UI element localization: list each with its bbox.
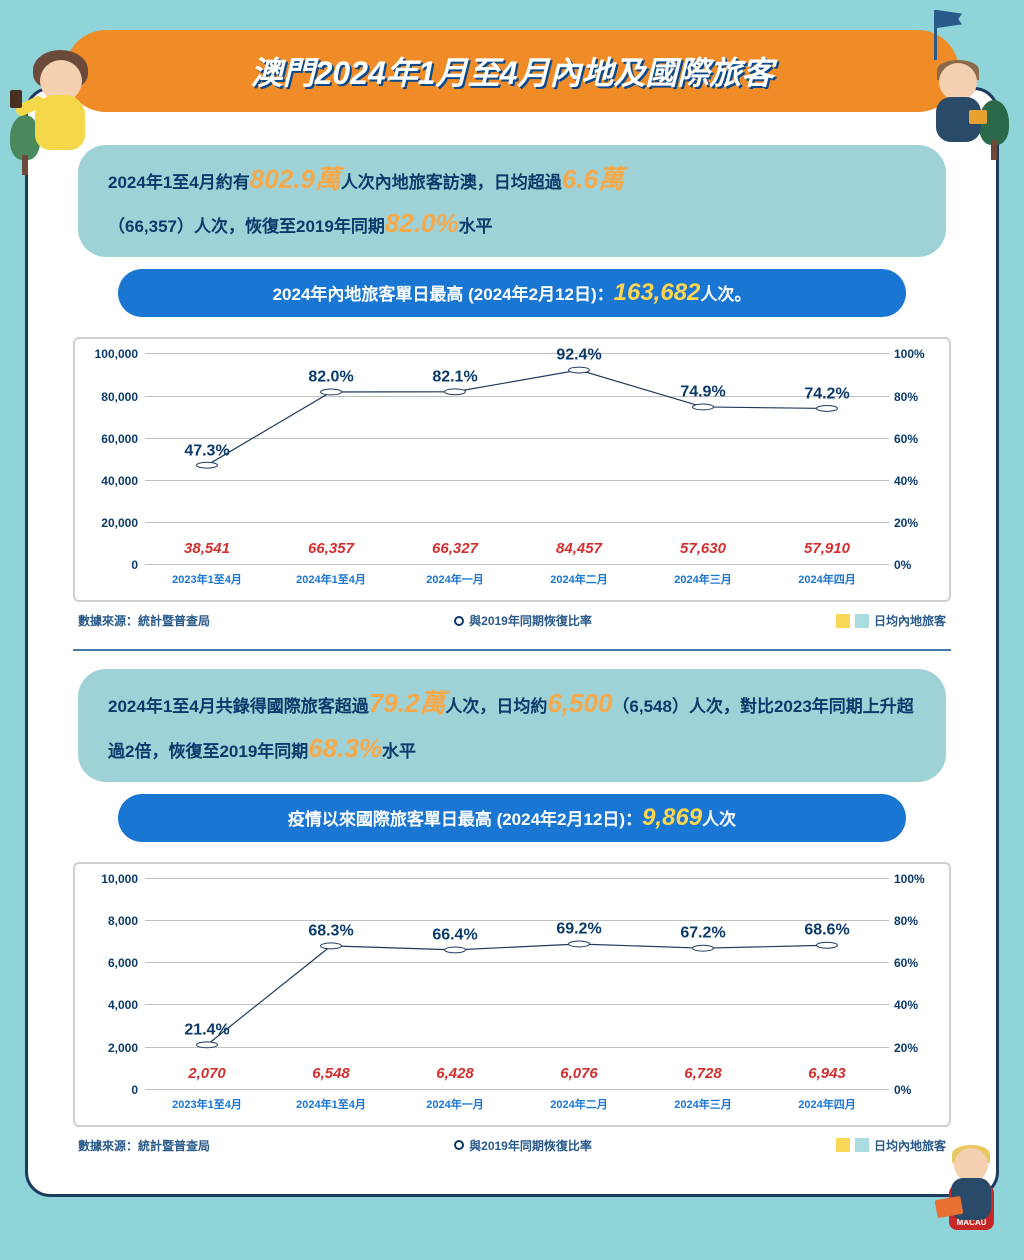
- section1-info: 2024年1至4月約有802.9萬人次內地旅客訪澳，日均超過6.6萬（66,35…: [78, 145, 946, 257]
- data-source: 數據來源：統計暨普查局: [78, 1137, 210, 1154]
- chart2-legend: 數據來源：統計暨普查局 與2019年同期恢復比率 日均內地旅客: [78, 1137, 946, 1154]
- header-banner: 澳門2024年1月至4月內地及國際旅客: [65, 30, 959, 112]
- section1-peak: 2024年內地旅客單日最高 (2024年2月12日)：163,682人次。: [118, 269, 906, 317]
- main-panel: 2024年1至4月約有802.9萬人次內地旅客訪澳，日均超過6.6萬（66,35…: [25, 87, 999, 1197]
- chart2: 00%2,00020%4,00040%6,00060%8,00080%10,00…: [73, 862, 951, 1127]
- character-bottom-illustration: [936, 1140, 1006, 1250]
- data-source: 數據來源：統計暨普查局: [78, 612, 210, 629]
- character-left-illustration: [15, 45, 110, 165]
- chart1: 00%20,00020%40,00040%60,00060%80,00080%1…: [73, 337, 951, 602]
- page-title: 澳門2024年1月至4月內地及國際旅客: [115, 48, 909, 94]
- section-divider: [73, 649, 951, 651]
- section2-peak: 疫情以來國際旅客單日最高 (2024年2月12日)：9,869人次: [118, 794, 906, 842]
- section2-info: 2024年1至4月共錄得國際旅客超過79.2萬人次，日均約6,500（6,548…: [78, 669, 946, 781]
- chart1-legend: 數據來源：統計暨普查局 與2019年同期恢復比率 日均內地旅客: [78, 612, 946, 629]
- character-right-illustration: [914, 25, 1004, 155]
